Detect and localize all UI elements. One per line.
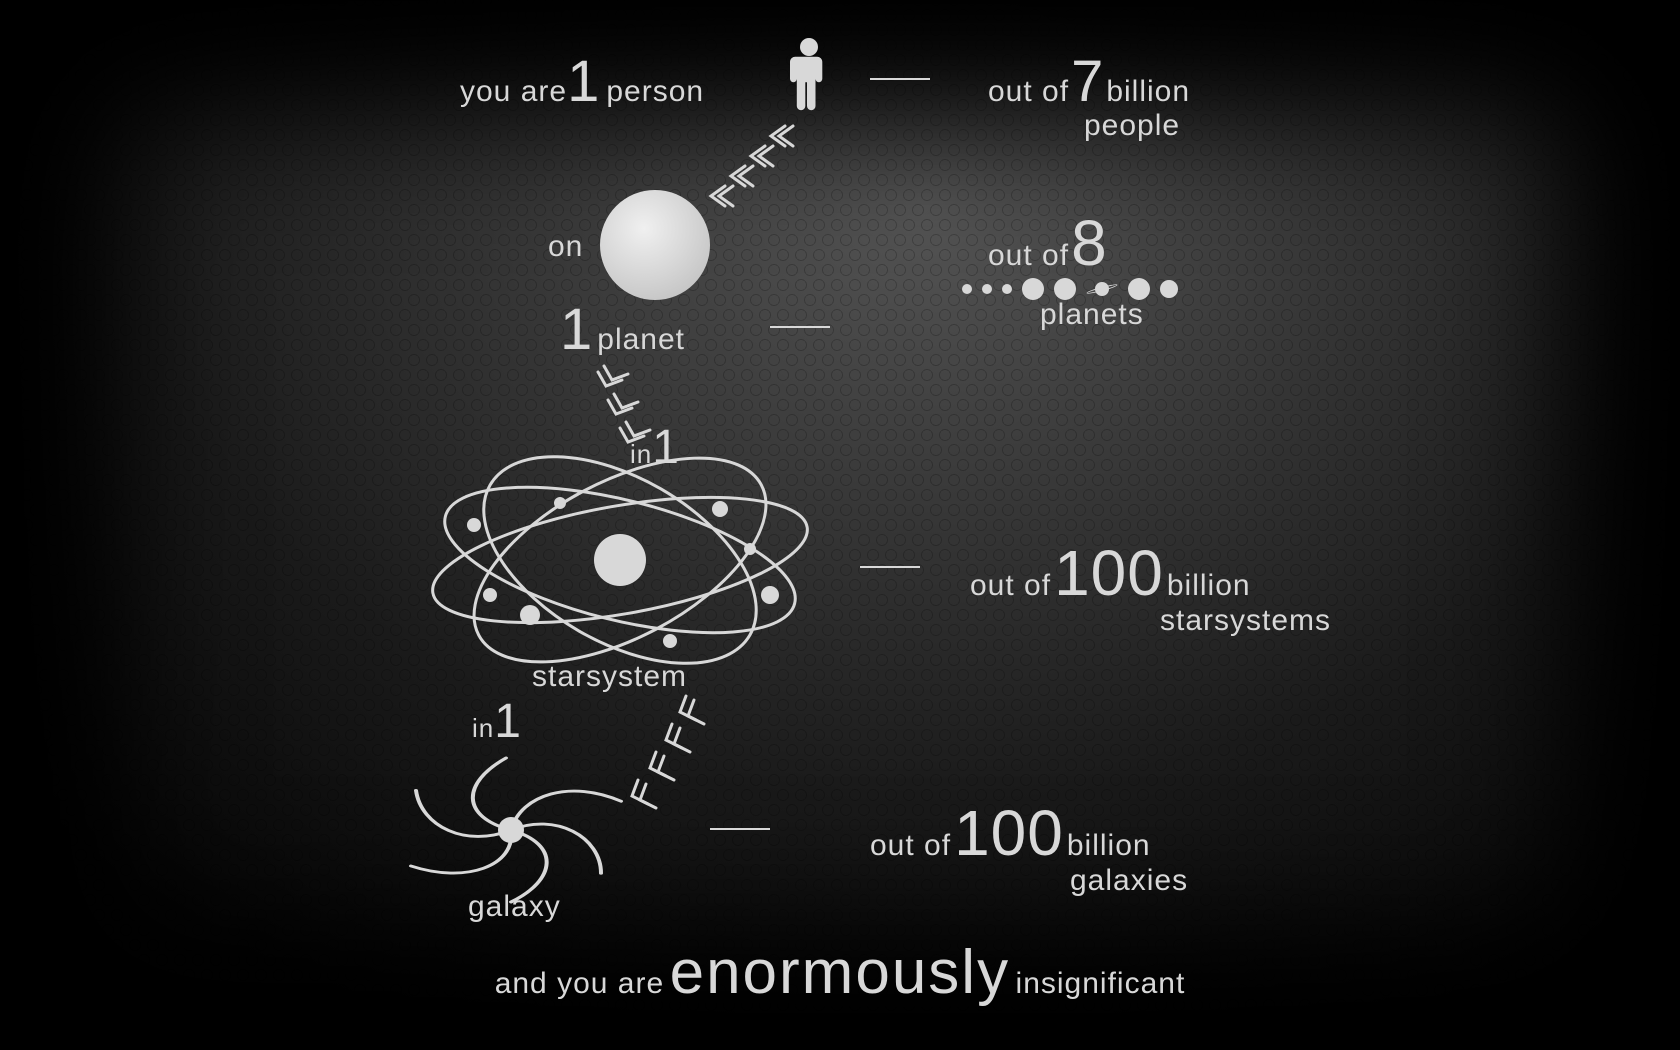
planet-right-post: planets [1040,298,1144,332]
person-right-pre: out of [988,75,1069,109]
starsystem-right-pre: out of [970,569,1051,603]
planet-left-bottom: 1 planet [560,296,685,363]
person-pre: you are [460,75,567,109]
conclusion-big: enormously [670,938,1010,1007]
planet-right-top: out of 8 [988,206,1108,280]
infographic-stage: you are 1 person out of 7 billion people… [0,0,1680,1050]
person-right-unit: billion [1106,75,1190,109]
conclusion-post: insignificant [1016,967,1186,1000]
starsystem-post: starsystem [532,660,687,694]
galaxy-post: galaxy [468,890,561,924]
galaxy-right-num: 100 [954,796,1064,870]
planet-num: 1 [560,296,593,363]
planet-post: planet [597,323,685,357]
galaxy-right-pre: out of [870,829,951,863]
person-right-post: people [1084,109,1190,143]
person-right: out of 7 billion people [988,48,1190,143]
planet-icon [600,190,710,300]
person-icon [790,38,828,124]
dash-starsystem [860,566,920,568]
planet-pre: on [548,230,583,264]
galaxy-right: out of 100 billion galaxies [870,796,1188,898]
person-left: you are 1 person [460,48,704,115]
galaxy-right-post: galaxies [1070,864,1188,898]
starsystem-right-num: 100 [1054,536,1164,610]
dash-planet [770,326,830,328]
starsystem-icon [410,445,830,675]
dash-galaxy [710,828,770,830]
conclusion-pre: and you are [495,967,664,1000]
conclusion: and you are enormously insignificant [0,937,1680,1008]
person-right-num: 7 [1071,48,1104,115]
starsystem-right: out of 100 billion starsystems [970,536,1331,638]
starsystem-right-unit: billion [1167,569,1251,603]
planets-dots [962,278,1178,300]
dash-person [870,78,930,80]
planet-right-pre: out of [988,239,1069,273]
person-post: person [606,75,704,109]
person-num: 1 [567,48,600,115]
starsystem-right-post: starsystems [1160,604,1331,638]
galaxy-right-unit: billion [1067,829,1151,863]
planet-right-num: 8 [1071,206,1108,280]
